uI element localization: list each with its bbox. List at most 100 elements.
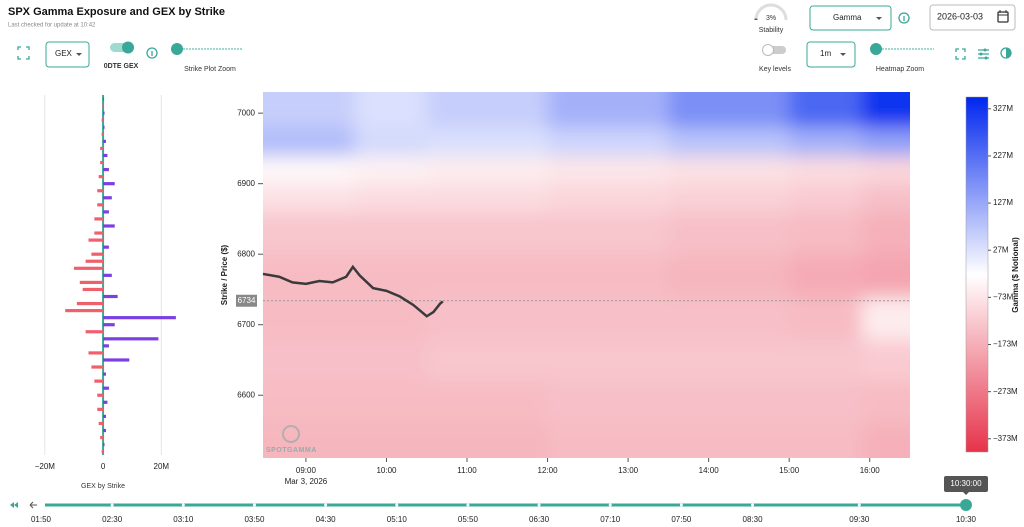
gex-bar [103, 196, 112, 200]
heat-cell [426, 155, 549, 185]
heat-cell [547, 92, 669, 128]
gex-bar [97, 407, 104, 411]
gex-bar [103, 428, 106, 433]
heat-cell [426, 92, 549, 128]
heat-cell [263, 254, 355, 298]
timeline-knob[interactable] [960, 499, 972, 511]
heatmap-zoom-slider[interactable] [870, 43, 934, 55]
info-button[interactable] [146, 47, 158, 59]
timeline-tooltip [944, 476, 988, 492]
gex-bar [73, 266, 104, 270]
heat-cell [861, 423, 910, 458]
key-levels-label: Key levels [759, 66, 791, 73]
gex-bar [97, 189, 104, 193]
fullscreen-button[interactable] [17, 46, 30, 60]
x-tick-label: 14:00 [699, 466, 720, 475]
timeline-tick-label: 09:30 [849, 515, 870, 524]
date-picker[interactable]: 2026-03-03 [929, 4, 1016, 31]
colorbar-tick-label: 127M [993, 198, 1013, 207]
heat-cell [861, 92, 910, 128]
heat-cell [547, 338, 669, 382]
gex-bar [103, 358, 130, 362]
heat-cell [263, 338, 355, 382]
gex-bar [103, 273, 112, 277]
colorbar-tick-label: 227M [993, 151, 1013, 160]
timeline-tick-label: 08:30 [743, 515, 764, 524]
timeline-tick-label: 07:10 [600, 515, 621, 524]
fullscreen-button[interactable] [955, 48, 966, 60]
timeline-tick [466, 503, 470, 507]
watermark: SPOTGAMMA [266, 447, 317, 454]
colorbar-tick-label: 27M [993, 245, 1009, 254]
heat-cell [668, 338, 790, 382]
interval-select-text: 1m [820, 49, 831, 58]
date-label: Mar 3, 2026 [285, 477, 328, 486]
timeline-tick [252, 503, 256, 507]
heat-cell [263, 211, 355, 255]
heat-cell [547, 127, 669, 156]
timeline-tick [181, 503, 185, 507]
x-tick-label: 16:00 [860, 466, 881, 475]
heatmap-cells [263, 92, 910, 458]
gex-bar [103, 224, 115, 228]
gex-bar [65, 309, 104, 313]
heat-cell [861, 211, 910, 255]
gex-bar [94, 217, 104, 221]
stability-gauge [754, 3, 788, 21]
back-button[interactable] [29, 501, 37, 509]
gex-bar [103, 323, 115, 327]
timeline-tick-label: 01:50 [31, 515, 52, 524]
gex-bar [103, 153, 108, 158]
stability-caption: Stability [759, 27, 784, 34]
timeline-current-label: 10:30:00 [950, 479, 982, 488]
heat-cell [861, 381, 910, 424]
rewind-button[interactable] [10, 502, 18, 508]
heat-cell [668, 254, 790, 298]
heat-cell [354, 211, 428, 255]
gex-bar [103, 167, 109, 172]
heat-cell [668, 183, 790, 213]
gex-select[interactable]: GEX [45, 41, 90, 68]
gex-bar [102, 104, 104, 108]
y-tick-label: 6700 [237, 320, 255, 329]
gex-bar [91, 252, 104, 256]
timeline-tick [857, 503, 861, 507]
gex-bar [103, 182, 115, 186]
gex-bar [88, 238, 104, 242]
settings-button[interactable] [978, 48, 989, 60]
interval-select[interactable]: 1m [806, 41, 856, 68]
timeline-tick-label: 03:10 [173, 515, 194, 524]
gex-bar [103, 139, 106, 143]
heat-cell [354, 183, 428, 213]
heat-cell [263, 155, 355, 185]
heat-cell [668, 381, 790, 424]
heat-cell [668, 127, 790, 156]
metric-select[interactable]: Gamma [809, 5, 892, 31]
strike-zoom-slider[interactable] [171, 43, 243, 55]
gex-bar [100, 435, 104, 440]
timeline-tick [537, 503, 541, 507]
heat-cell [547, 211, 669, 255]
heat-cell [354, 381, 428, 424]
heat-cell [789, 127, 863, 156]
heat-cell [263, 92, 355, 128]
timeline-tick-label: 10:30 [956, 515, 977, 524]
colorbar-label: Gamma ($ Notional) [1011, 237, 1020, 313]
timeline-tick-label: 07:50 [671, 515, 692, 524]
heat-cell [354, 127, 428, 156]
y-tick-label: 6600 [237, 390, 255, 399]
timeline-tick [39, 503, 43, 507]
colorbar-tick-label: −373M [993, 434, 1018, 443]
x-tick-label: 09:00 [296, 466, 317, 475]
timeline-tick [751, 503, 755, 507]
heat-cell [426, 296, 549, 340]
theme-button[interactable] [1000, 47, 1012, 59]
info-button[interactable] [898, 12, 910, 24]
odte-toggle[interactable] [110, 41, 134, 54]
heat-cell [426, 338, 549, 382]
y-tick-label: 6900 [237, 179, 255, 188]
key-levels-toggle[interactable] [762, 44, 787, 56]
gex-bar [97, 203, 104, 207]
x-tick-label: 15:00 [779, 466, 800, 475]
